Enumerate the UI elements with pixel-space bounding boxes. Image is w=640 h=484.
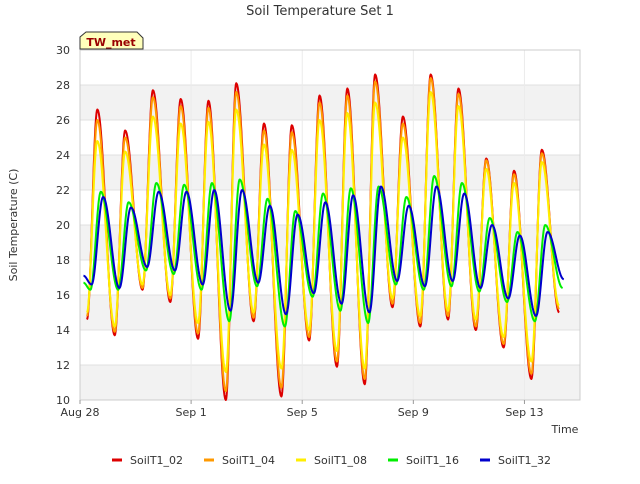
legend-label: SoilT1_08 (314, 454, 367, 467)
y-tick-label: 12 (56, 359, 70, 372)
plot-frame (79, 49, 581, 401)
chart-title: Soil Temperature Set 1 (246, 4, 394, 19)
y-tick-label: 20 (56, 219, 70, 232)
legend-label: SoilT1_02 (130, 454, 183, 467)
plot-band (80, 155, 580, 190)
series-line-soilt1-32 (82, 185, 565, 317)
tw-met-badge: TW_met (79, 31, 144, 50)
y-tick-label: 24 (56, 149, 70, 162)
x-tick-label: Sep 5 (287, 406, 318, 419)
x-tick-label: Sep 1 (175, 406, 206, 419)
y-tick-label: 14 (56, 324, 70, 337)
y-tick-label: 26 (56, 114, 70, 127)
badge-shape (79, 31, 144, 50)
plot-band (80, 365, 580, 400)
x-tick-label: Sep 9 (398, 406, 429, 419)
plot-band (80, 120, 580, 155)
legend-label: SoilT1_32 (498, 454, 551, 467)
badge-text: TW_met (86, 36, 135, 49)
legend-label: SoilT1_04 (222, 454, 275, 467)
series-line-soilt1-08 (86, 91, 560, 373)
x-axis-label: Time (551, 423, 579, 436)
x-tick-label: Aug 28 (61, 406, 100, 419)
plot-band (80, 295, 580, 330)
series-layer (82, 73, 565, 401)
y-tick-label: 18 (56, 254, 70, 267)
y-axis-label: Soil Temperature (C) (7, 169, 20, 282)
y-tick-label: 28 (56, 79, 70, 92)
y-tick-label: 16 (56, 289, 70, 302)
plot-band (80, 85, 580, 120)
y-tick-label: 10 (56, 394, 70, 407)
legend-label: SoilT1_16 (406, 454, 459, 467)
y-tick-label: 30 (56, 44, 70, 57)
x-tick-label: Sep 13 (505, 406, 543, 419)
x-axis-ticks: Aug 28 Sep 1 Sep 5 Sep 9 Sep 13 (61, 400, 544, 419)
plot-band (80, 50, 580, 85)
plot-band (80, 330, 580, 365)
y-tick-label: 22 (56, 184, 70, 197)
legend: SoilT1_02 SoilT1_04 SoilT1_08 SoilT1_16 Soil… (112, 454, 551, 467)
y-axis-ticks: 10 12 14 16 18 20 22 24 26 28 30 (56, 44, 70, 407)
